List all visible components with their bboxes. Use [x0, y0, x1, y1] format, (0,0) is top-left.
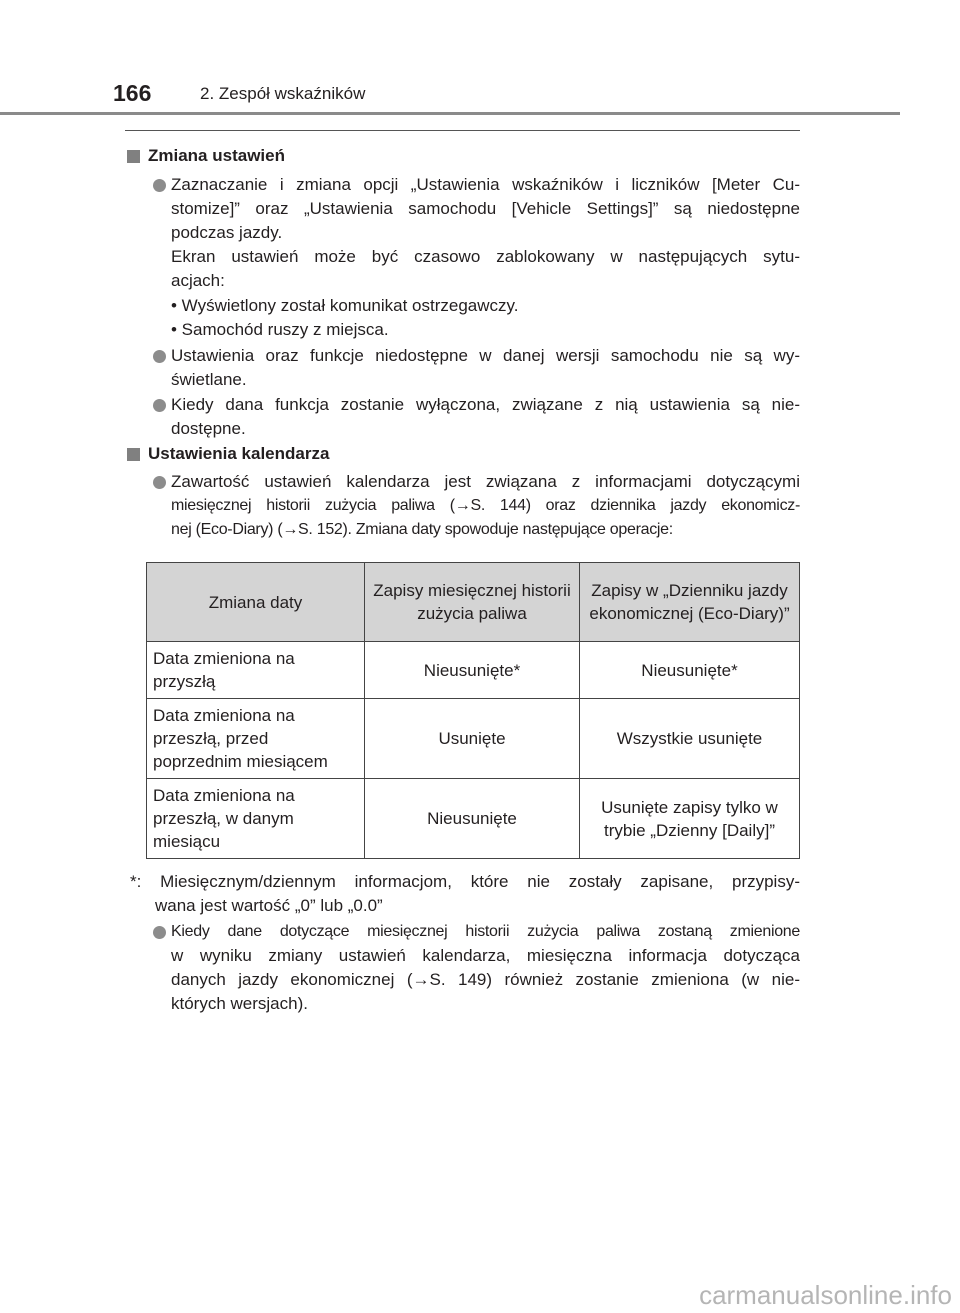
text-line: stomize]” oraz „Ustawienia samochodu [Ve… [171, 199, 800, 218]
text-line: • Samochód ruszy z miejsca. [171, 320, 389, 339]
chapter-title: 2. Zespół wskaźników [200, 84, 366, 103]
table-cell: Wszystkie usunięte [579, 698, 800, 779]
text-line: • Wyświetlony został komunikat ostrzegaw… [171, 296, 519, 315]
page-number: 166 [113, 80, 152, 106]
table-cell: Nieusunięte* [364, 641, 580, 699]
round-bullet-icon [153, 179, 166, 192]
round-bullet-icon [153, 926, 166, 939]
text-line: acjach: [171, 271, 225, 290]
text-line: wana jest wartość „0” lub „0.0” [155, 896, 383, 915]
table-header-row: Zmiana daty Zapisy miesięcznej historii … [146, 562, 800, 642]
text-line: Zawartość ustawień kalendarza jest związ… [171, 472, 800, 491]
text-line: danych jazdy ekonomicznej (→S. 149) równ… [171, 970, 800, 989]
section-rule [125, 130, 800, 131]
table-row: Data zmieniona na przeszłą, przed poprze… [146, 698, 800, 779]
text-line: nej (Eco-Diary) (→S. 152). Zmiana daty s… [171, 521, 673, 538]
table-cell: Nieusunięte* [579, 641, 800, 699]
round-bullet-icon [153, 399, 166, 412]
text-line: Zaznaczanie i zmiana opcji „Ustawienia w… [171, 175, 800, 194]
text-line: Ekran ustawień może być czasowo zablokow… [171, 247, 800, 266]
table-cell: Nieusunięte [364, 778, 580, 859]
text-line: w wyniku zmiany ustawień kalendarza, mie… [171, 946, 800, 965]
text-line: Ustawienia oraz funkcje niedostępne w da… [171, 346, 800, 365]
text-line: miesięcznej historii zużycia paliwa (→S.… [171, 497, 800, 514]
calendar-table: Zmiana daty Zapisy miesięcznej historii … [146, 562, 800, 859]
watermark: carmanualsonline.info [699, 1280, 952, 1310]
section-heading: Zmiana ustawień [148, 146, 285, 165]
round-bullet-icon [153, 476, 166, 489]
table-cell: Usunięte [364, 698, 580, 779]
round-bullet-icon [153, 350, 166, 363]
table-row: Data zmieniona na przyszłą Nieusunięte* … [146, 641, 800, 699]
table-cell: Data zmieniona na przyszłą [146, 641, 365, 699]
text-line: *: Miesięcznym/dziennym informacjom, któ… [130, 872, 800, 891]
section-heading: Ustawienia kalendarza [148, 444, 330, 463]
square-bullet-icon [127, 150, 140, 163]
table-cell: Data zmieniona na przeszłą, przed poprze… [146, 698, 365, 779]
table-cell: Usunięte zapisy tylko w trybie „Dzienny … [579, 778, 800, 859]
text-line: świetlane. [171, 370, 247, 389]
table-row: Data zmieniona na przeszłą, w danym mies… [146, 778, 800, 859]
text-line: Kiedy dana funkcja zostanie wyłączona, z… [171, 395, 800, 414]
table-cell: Data zmieniona na przeszłą, w danym mies… [146, 778, 365, 859]
text-line: Kiedy dane dotyczące miesięcznej histori… [171, 923, 800, 940]
table-header: Zapisy w „Dzienniku jazdy ekonomicznej (… [579, 562, 800, 642]
table-header: Zmiana daty [146, 562, 365, 642]
text-line: podczas jazdy. [171, 223, 283, 242]
text-line: dostępne. [171, 419, 246, 438]
header-rule [0, 112, 900, 115]
text-line: których wersjach). [171, 994, 308, 1013]
square-bullet-icon [127, 448, 140, 461]
table-header: Zapisy miesięcznej historii zużycia pali… [364, 562, 580, 642]
